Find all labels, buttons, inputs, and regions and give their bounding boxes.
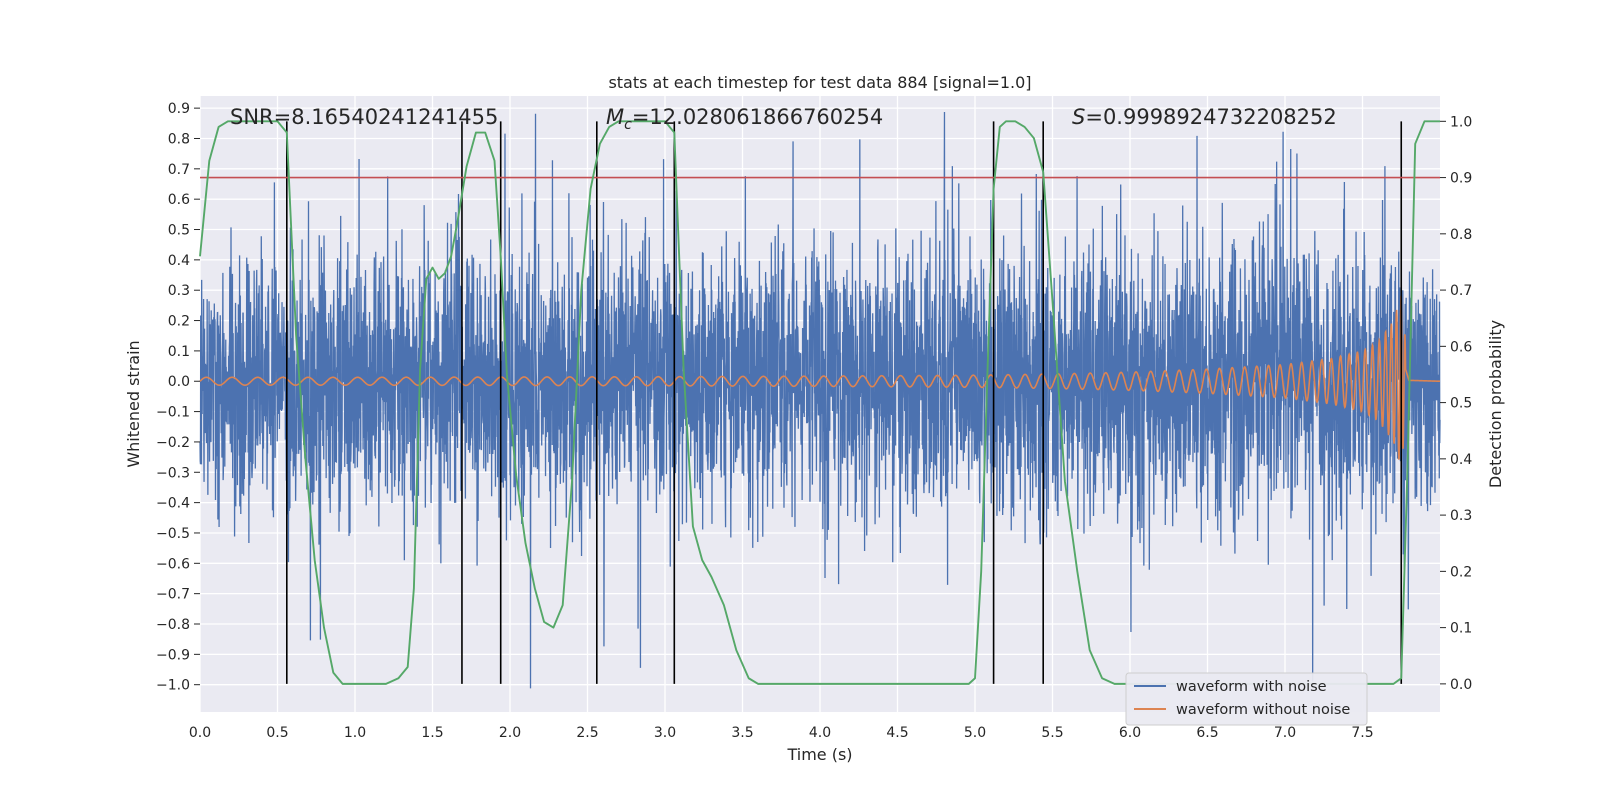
detection-probability-line xyxy=(199,120,1440,685)
x-tick-label-3: 1.5 xyxy=(421,725,443,741)
noise-waveform xyxy=(199,112,1441,689)
s-symbol: S xyxy=(1072,105,1085,129)
y-left-tick-label-9: 0.0 xyxy=(168,374,190,390)
y-left-tick-label-4: 0.5 xyxy=(168,223,190,239)
y-left-tick-label-15: −0.6 xyxy=(156,556,190,572)
y-left-tick-label-5: 0.4 xyxy=(168,253,190,269)
y-right-tick-label-9: 0.1 xyxy=(1450,621,1472,637)
y-left-tick-label-18: −0.9 xyxy=(156,647,190,663)
x-tick-label-12: 6.0 xyxy=(1119,725,1141,741)
y-right-tick-label-1: 0.9 xyxy=(1450,171,1472,187)
chart-title: stats at each timestep for test data 884… xyxy=(608,73,1031,92)
y-right-tick-label-8: 0.2 xyxy=(1450,564,1472,580)
vertical-lines xyxy=(285,121,1403,684)
mc-subscript: c xyxy=(624,117,632,133)
y-left-tick-label-6: 0.3 xyxy=(168,283,190,299)
y-right-tick-label-3: 0.7 xyxy=(1450,283,1472,299)
legend-label-noise: waveform with noise xyxy=(1176,679,1327,695)
snr-annotation: SNR=8.16540241241455 xyxy=(230,105,498,129)
legend: waveform with noise waveform without noi… xyxy=(1125,672,1368,726)
y-right-tick-label-5: 0.5 xyxy=(1450,396,1472,412)
x-axis-ticks: 0.0 0.5 1.0 1.5 2.0 2.5 3.0 3.5 4.0 4.5 5.0 5.5 6.0 6… xyxy=(189,725,1374,741)
y-left-tick-label-3: 0.6 xyxy=(168,192,190,208)
x-axis-label: Time (s) xyxy=(786,745,852,764)
x-tick-label-11: 5.5 xyxy=(1041,725,1063,741)
y-left-axis-ticks: 0.9 0.8 0.7 0.6 0.5 0.4 0.3 0.2 0.1 0.0 −0.1 −0.2 −0… xyxy=(156,101,200,694)
y-left-tick-label-0: 0.9 xyxy=(168,101,190,117)
legend-box xyxy=(1125,672,1368,726)
y-left-tick-label-17: −0.8 xyxy=(156,617,190,633)
y-right-tick-label-0: 1.0 xyxy=(1450,114,1472,130)
y-left-tick-label-2: 0.7 xyxy=(168,162,190,178)
x-tick-label-13: 6.5 xyxy=(1196,725,1218,741)
y-left-tick-label-14: −0.5 xyxy=(156,526,190,542)
x-tick-label-0: 0.0 xyxy=(189,725,211,741)
y-right-tick-label-6: 0.4 xyxy=(1450,452,1472,468)
signal-waveform xyxy=(199,295,1441,460)
y-left-tick-label-13: −0.4 xyxy=(156,496,190,512)
y-right-tick-label-7: 0.3 xyxy=(1450,508,1472,524)
x-tick-label-4: 2.0 xyxy=(499,725,521,741)
signal-waveform-path xyxy=(199,295,1441,460)
y-left-tick-label-8: 0.1 xyxy=(168,344,190,360)
x-tick-label-2: 1.0 xyxy=(344,725,366,741)
x-tick-label-7: 3.5 xyxy=(731,725,753,741)
mc-value: =12.028061866760254 xyxy=(632,105,883,129)
s-value: =0.9998924732208252 xyxy=(1085,105,1336,129)
y-left-tick-label-12: −0.3 xyxy=(156,465,190,481)
y-left-tick-label-7: 0.2 xyxy=(168,314,190,330)
x-tick-label-14: 7.0 xyxy=(1274,725,1296,741)
y-left-tick-label-16: −0.7 xyxy=(156,587,190,603)
y-left-tick-label-1: 0.8 xyxy=(168,131,190,147)
y-left-axis-label: Whitened strain xyxy=(124,340,143,467)
y-right-axis-label: Detection probability xyxy=(1486,320,1505,488)
detection-probability-path xyxy=(199,120,1440,685)
y-right-tick-label-10: 0.0 xyxy=(1450,677,1472,693)
x-tick-label-15: 7.5 xyxy=(1351,725,1373,741)
s-annotation: S=0.9998924732208252 xyxy=(1072,105,1337,129)
x-tick-label-6: 3.0 xyxy=(654,725,676,741)
x-tick-label-1: 0.5 xyxy=(266,725,288,741)
y-left-tick-label-10: −0.1 xyxy=(156,405,190,421)
x-tick-label-9: 4.5 xyxy=(886,725,908,741)
y-right-axis-ticks: 1.0 0.9 0.8 0.7 0.6 0.5 0.4 0.3 0.2 0.1 0.0 xyxy=(1440,114,1472,693)
noise-waveform-path xyxy=(199,112,1441,689)
mc-annotation: Mc=12.028061866760254 xyxy=(606,105,883,133)
legend-label-signal: waveform without noise xyxy=(1176,702,1350,718)
x-tick-label-10: 5.0 xyxy=(964,725,986,741)
y-left-tick-label-11: −0.2 xyxy=(156,435,190,451)
mc-symbol: M xyxy=(606,105,624,129)
y-right-tick-label-2: 0.8 xyxy=(1450,227,1472,243)
y-left-tick-label-19: −1.0 xyxy=(156,678,190,694)
x-tick-label-5: 2.5 xyxy=(576,725,598,741)
y-right-tick-label-4: 0.6 xyxy=(1450,339,1472,355)
x-tick-label-8: 4.0 xyxy=(809,725,831,741)
